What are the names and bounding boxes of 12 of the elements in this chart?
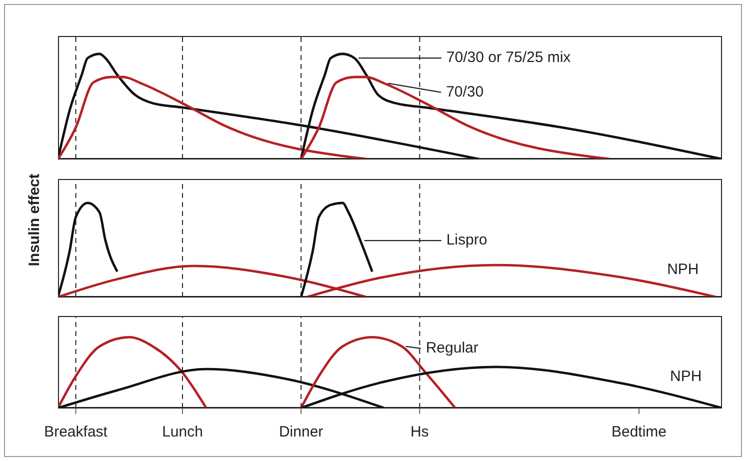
- series-label: NPH: [670, 368, 702, 385]
- series-label: NPH: [667, 260, 699, 278]
- x-tick-label: Hs: [410, 424, 429, 441]
- text: 70/30 or 75/25 mix: [446, 49, 572, 66]
- x-tick-label: Dinner: [278, 424, 324, 441]
- x-tick-label: Lunch: [162, 424, 203, 441]
- x-tick-label: Breakfast: [44, 424, 108, 441]
- text: Lispro: [446, 232, 488, 249]
- y-axis-title: Insulin effect: [25, 172, 44, 268]
- x-tick-label: Bedtime: [611, 424, 667, 441]
- series-label: 70/30: [446, 83, 484, 100]
- series-label: Regular: [426, 339, 478, 356]
